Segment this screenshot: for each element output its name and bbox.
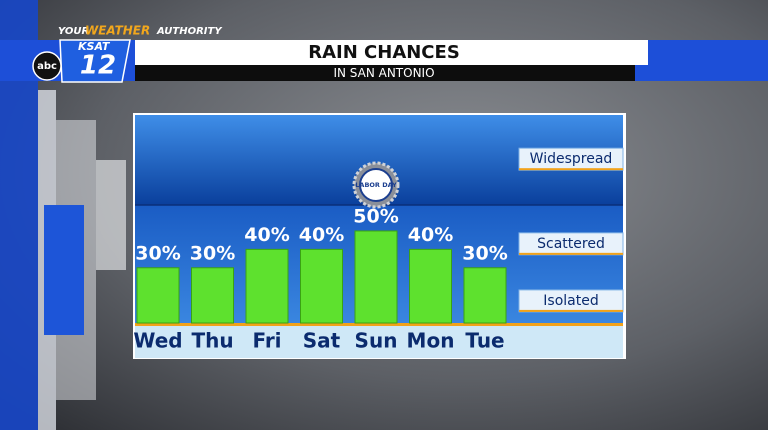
y-tick-edge	[519, 168, 623, 171]
x-tick-label: Sat	[303, 329, 341, 353]
x-tick-label: Wed	[133, 329, 182, 353]
value-label: 40%	[299, 224, 344, 246]
tagline-1: YOUR	[58, 26, 89, 37]
value-label: 50%	[353, 205, 398, 227]
title-box	[135, 40, 648, 65]
station: KSAT	[78, 40, 111, 53]
y-tick-edge	[519, 252, 623, 255]
bar	[354, 230, 398, 324]
tagline-3: AUTHORITY	[156, 26, 223, 37]
annotation-badge-inner	[359, 168, 393, 202]
value-label: 40%	[244, 224, 289, 246]
y-tick-edge	[519, 309, 623, 312]
x-tick-label: Fri	[252, 329, 281, 353]
x-tick-label: Mon	[407, 329, 455, 353]
subtitle-box	[135, 65, 635, 81]
x-tick-label: Tue	[465, 329, 504, 353]
y-tick-label: Widespread	[530, 151, 613, 167]
bar	[245, 248, 289, 324]
y-tick-label: Scattered	[537, 236, 605, 252]
network: abc	[37, 61, 57, 72]
x-tick-label: Thu	[191, 329, 233, 353]
chart-subtitle: IN SAN ANTONIO	[333, 66, 434, 80]
channel: 12	[80, 51, 116, 81]
annotation: LABOR DAY	[355, 181, 397, 189]
value-label: 30%	[462, 242, 507, 264]
x-tick-label: Sun	[355, 329, 398, 353]
bar	[409, 248, 452, 324]
value-label: 40%	[408, 224, 453, 246]
bar	[463, 267, 507, 324]
bar	[191, 267, 234, 324]
bar	[300, 248, 343, 324]
value-label: 30%	[190, 242, 235, 264]
bar	[136, 267, 180, 324]
value-label: 30%	[135, 242, 180, 264]
y-tick-label: Isolated	[543, 293, 598, 309]
plot: Isolated Scattered Widespread Wed 30% Thu 30% F…	[133, 147, 624, 353]
chart-title: RAIN CHANCES	[308, 42, 460, 63]
logo: YOUR WEATHER AUTHORITY KSAT 12 abc	[32, 24, 223, 83]
tagline-2: WEATHER	[85, 24, 150, 38]
